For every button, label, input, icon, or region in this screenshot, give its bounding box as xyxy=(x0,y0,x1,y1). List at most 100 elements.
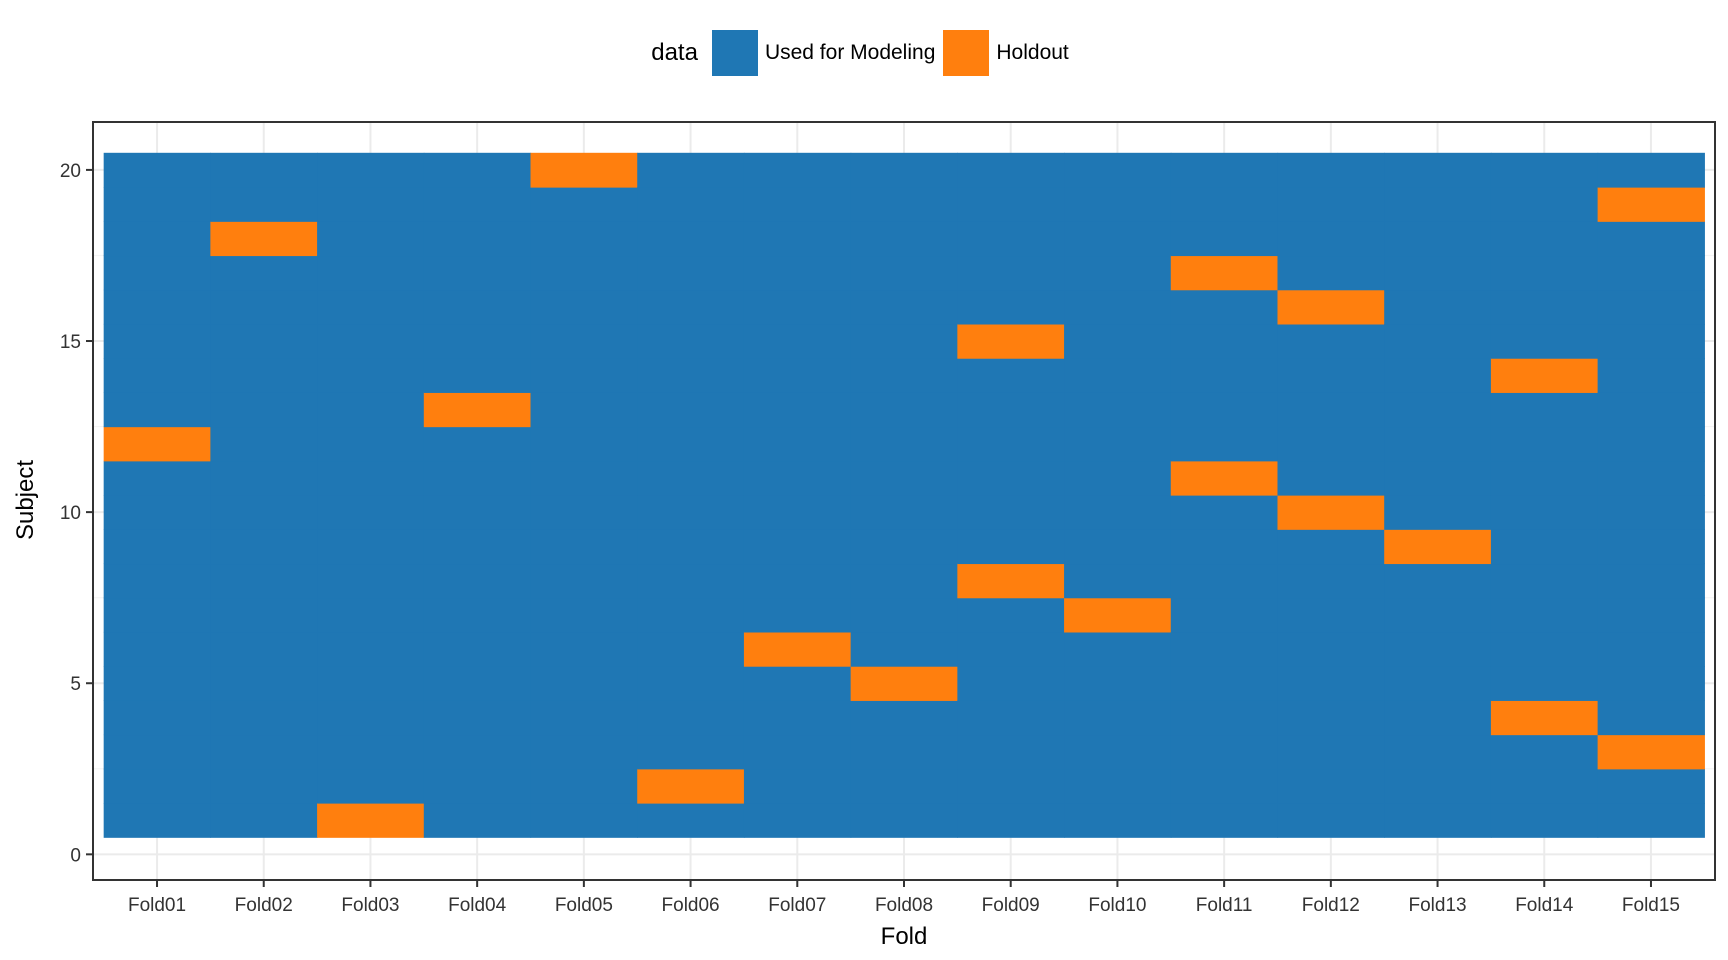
tile-used-for-modeling xyxy=(210,666,318,701)
tile-used-for-modeling xyxy=(637,392,745,428)
tile-used-for-modeling xyxy=(743,597,852,633)
tile-used-for-modeling xyxy=(637,631,745,667)
tile-used-for-modeling xyxy=(1490,323,1599,359)
tile-used-for-modeling xyxy=(850,323,958,359)
x-axis-title: Fold xyxy=(881,923,928,950)
tile-used-for-modeling xyxy=(1277,768,1385,804)
tile-used-for-modeling xyxy=(103,460,211,496)
x-tick-label: Fold14 xyxy=(1515,895,1574,916)
tile-used-for-modeling xyxy=(1490,734,1599,770)
y-tick-label: 5 xyxy=(70,674,81,695)
tile-used-for-modeling xyxy=(530,221,638,257)
tile-used-for-modeling xyxy=(103,358,211,393)
legend-title: data xyxy=(651,39,698,66)
tile-used-for-modeling xyxy=(530,563,638,599)
tile-used-for-modeling xyxy=(1170,152,1279,188)
tile-used-for-modeling xyxy=(743,768,852,804)
tile-used-for-modeling xyxy=(1597,152,1705,188)
tile-used-for-modeling xyxy=(743,221,852,257)
tile-used-for-modeling xyxy=(423,700,532,736)
legend: data Used for Modeling Holdout xyxy=(0,30,1728,76)
tile-used-for-modeling xyxy=(317,563,425,599)
tile-used-for-modeling xyxy=(530,187,638,222)
tile-used-for-modeling xyxy=(210,392,318,428)
tile-used-for-modeling xyxy=(530,358,638,393)
tile-used-for-modeling xyxy=(1490,597,1599,633)
tile-used-for-modeling xyxy=(1597,221,1705,257)
tile-used-for-modeling xyxy=(850,529,958,565)
tile-used-for-modeling xyxy=(957,597,1065,633)
tile-used-for-modeling xyxy=(957,734,1065,770)
x-tick-label: Fold08 xyxy=(875,895,933,916)
tile-used-for-modeling xyxy=(1490,221,1599,257)
tile-used-for-modeling xyxy=(850,187,958,222)
tile-used-for-modeling xyxy=(1384,187,1492,222)
tile-used-for-modeling xyxy=(1170,768,1279,804)
legend-label-used-for-modeling: Used for Modeling xyxy=(764,41,936,64)
tile-used-for-modeling xyxy=(317,529,425,565)
tile-used-for-modeling xyxy=(317,666,425,701)
tile-used-for-modeling xyxy=(1597,631,1705,667)
tile-used-for-modeling xyxy=(423,152,532,188)
tile-holdout xyxy=(1277,495,1385,530)
tile-holdout xyxy=(1490,358,1599,393)
tile-used-for-modeling xyxy=(1277,358,1385,393)
tile-used-for-modeling xyxy=(530,768,638,804)
tile-used-for-modeling xyxy=(1490,426,1599,462)
tile-used-for-modeling xyxy=(743,529,852,565)
tile-used-for-modeling xyxy=(423,460,532,496)
tile-used-for-modeling xyxy=(1490,529,1599,565)
tile-holdout xyxy=(957,323,1065,359)
tile-used-for-modeling xyxy=(210,426,318,462)
tile-used-for-modeling xyxy=(530,323,638,359)
tile-holdout xyxy=(210,221,318,257)
tile-used-for-modeling xyxy=(423,187,532,222)
tile-used-for-modeling xyxy=(423,768,532,804)
tile-used-for-modeling xyxy=(317,631,425,667)
tile-used-for-modeling xyxy=(1490,563,1599,599)
tile-used-for-modeling xyxy=(1384,221,1492,257)
tile-used-for-modeling xyxy=(530,289,638,325)
tile-holdout xyxy=(423,392,532,428)
tile-used-for-modeling xyxy=(210,563,318,599)
tile-used-for-modeling xyxy=(210,768,318,804)
tile-used-for-modeling xyxy=(1597,529,1705,565)
tile-used-for-modeling xyxy=(423,426,532,462)
tile-used-for-modeling xyxy=(850,426,958,462)
tile-used-for-modeling xyxy=(1170,392,1279,428)
tile-used-for-modeling xyxy=(103,152,211,188)
tile-used-for-modeling xyxy=(423,358,532,393)
tile-used-for-modeling xyxy=(1277,221,1385,257)
tile-used-for-modeling xyxy=(317,597,425,633)
tile-used-for-modeling xyxy=(637,529,745,565)
tile-used-for-modeling xyxy=(103,803,211,838)
tile-used-for-modeling xyxy=(743,289,852,325)
tile-used-for-modeling xyxy=(1597,460,1705,496)
tile-used-for-modeling xyxy=(210,803,318,838)
tile-used-for-modeling xyxy=(210,187,318,222)
tile-used-for-modeling xyxy=(1490,631,1599,667)
tile-used-for-modeling xyxy=(637,323,745,359)
tile-used-for-modeling xyxy=(317,734,425,770)
tile-holdout xyxy=(317,803,425,838)
tile-used-for-modeling xyxy=(1170,563,1279,599)
tile-used-for-modeling xyxy=(1170,597,1279,633)
tile-used-for-modeling xyxy=(957,666,1065,701)
tile-holdout xyxy=(1277,289,1385,325)
tile-used-for-modeling xyxy=(1064,734,1172,770)
tile-used-for-modeling xyxy=(1170,529,1279,565)
tile-used-for-modeling xyxy=(1277,700,1385,736)
tile-holdout xyxy=(1597,187,1705,222)
tile-used-for-modeling xyxy=(103,631,211,667)
tile-holdout xyxy=(957,563,1065,599)
tile-used-for-modeling xyxy=(850,152,958,188)
tile-used-for-modeling xyxy=(850,803,958,838)
y-tick-label: 20 xyxy=(60,161,81,182)
tile-used-for-modeling xyxy=(1064,631,1172,667)
tile-used-for-modeling xyxy=(637,495,745,530)
tile-used-for-modeling xyxy=(210,460,318,496)
tile-used-for-modeling xyxy=(1597,289,1705,325)
tile-used-for-modeling xyxy=(1384,255,1492,291)
tile-used-for-modeling xyxy=(1490,152,1599,188)
tile-used-for-modeling xyxy=(317,152,425,188)
